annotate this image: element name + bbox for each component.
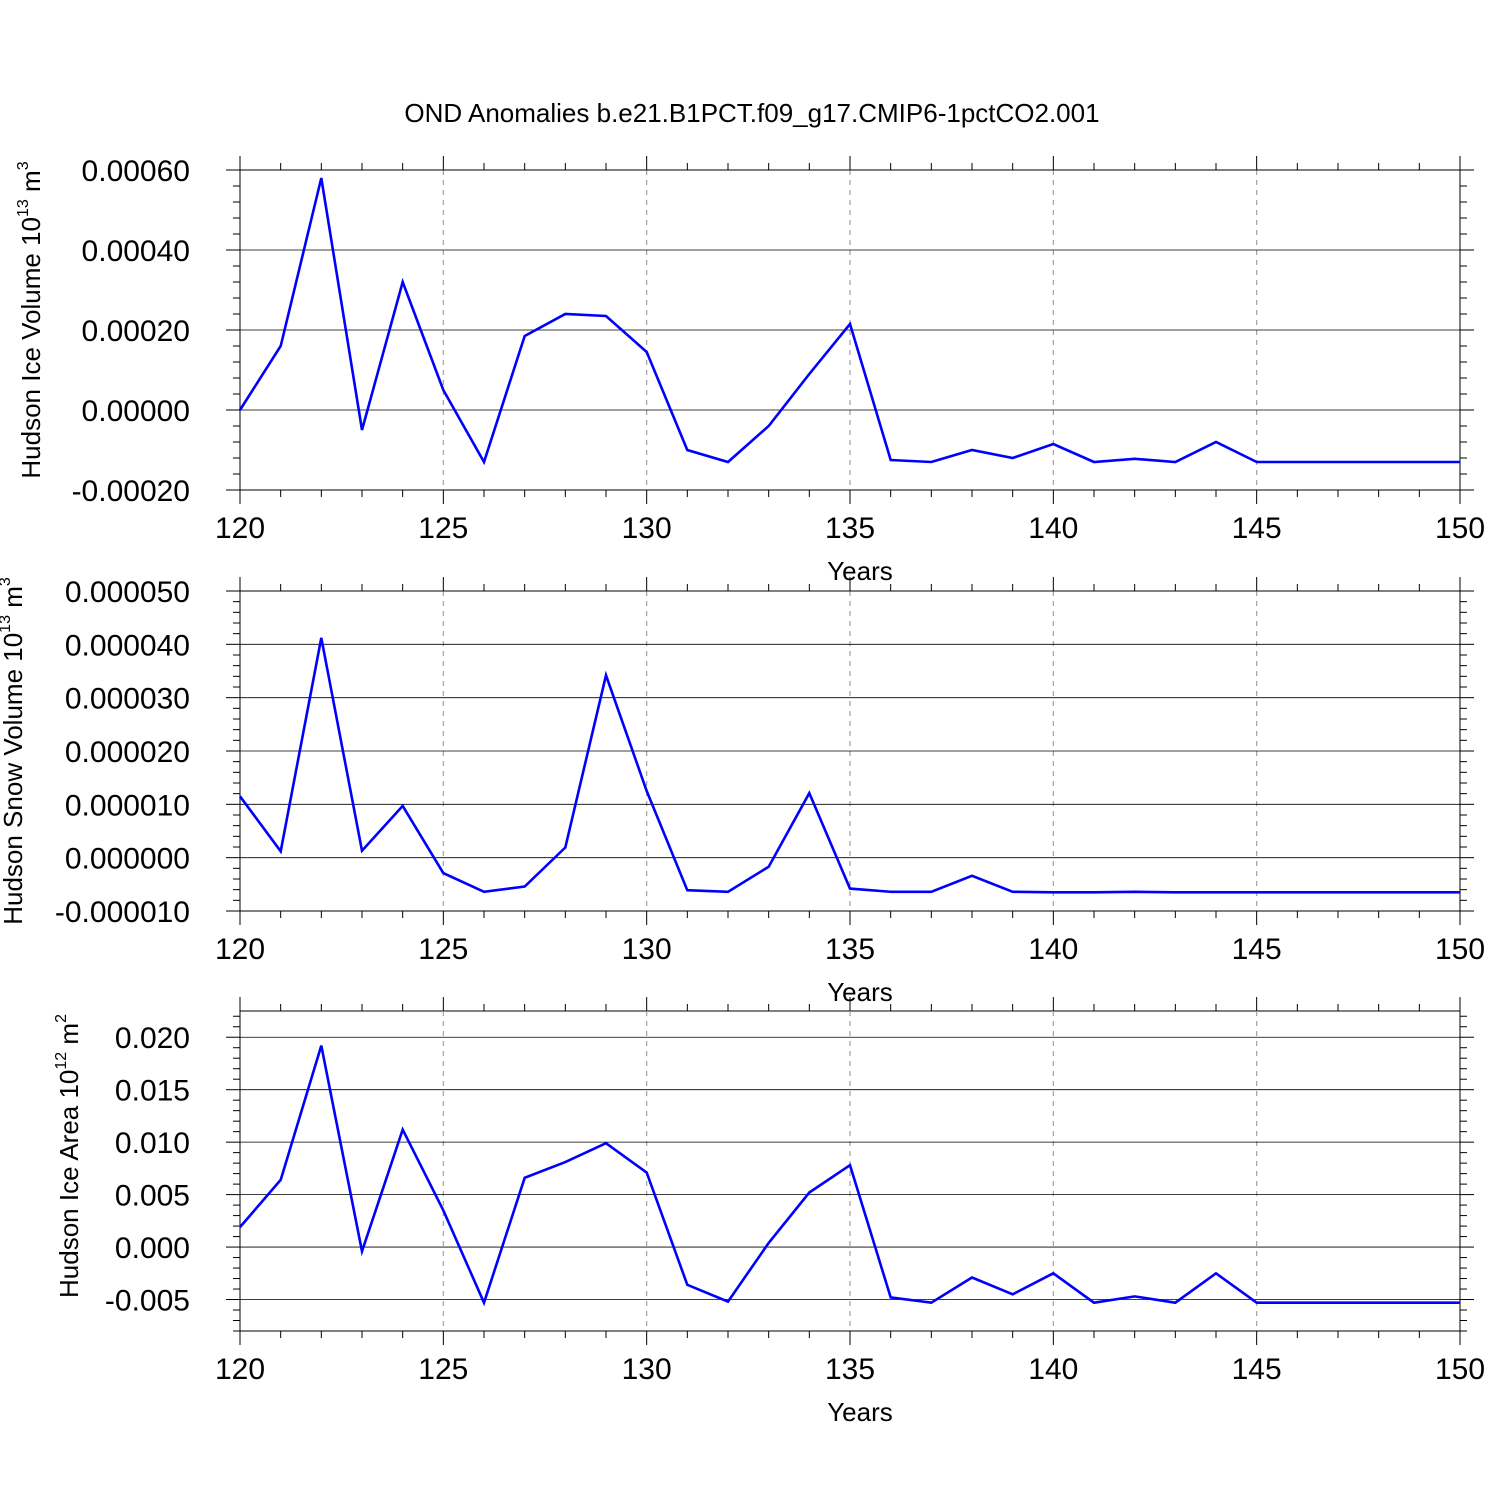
- x-axis-label: Years: [827, 1397, 893, 1427]
- y-axis-label-text: m: [54, 1023, 84, 1052]
- x-tick-label: 125: [418, 933, 468, 966]
- y-tick-label: 0.000020: [65, 736, 190, 769]
- y-tick-label: 0.00020: [82, 315, 190, 348]
- x-axis-label: Years: [827, 977, 893, 1007]
- x-tick-label: 140: [1028, 933, 1078, 966]
- y-tick-label: -0.00020: [72, 475, 190, 508]
- x-tick-label: 120: [215, 512, 265, 545]
- series-line: [238, 637, 1460, 894]
- y-axis-label: Hudson Ice Volume 1013 m3: [15, 161, 46, 478]
- x-tick-label: 150: [1435, 512, 1485, 545]
- y-axis-label: Hudson Snow Volume 1013 m3: [0, 577, 28, 925]
- panel-1: 120 125 130 135 140 145 150 Years -0.00020 0.0000…: [15, 155, 1485, 586]
- panel-3: 120 125 130 135 140 145 150 Years -0.005 0.000 0.0…: [53, 997, 1485, 1427]
- series-line: [239, 1045, 1460, 1307]
- y-axis-label-superscript: 3: [15, 161, 32, 170]
- y-tick-label: 0.00040: [82, 235, 190, 268]
- x-tick-label: 145: [1232, 933, 1282, 966]
- y-tick-label: 0.000000: [65, 843, 190, 876]
- y-tick-label: 0.000030: [65, 683, 190, 716]
- y-axis-label-text: Hudson Snow Volume 10: [0, 633, 28, 925]
- x-tick-label: 135: [825, 512, 875, 545]
- y-axis-label-superscript: 13: [15, 199, 32, 217]
- x-tick-label: 130: [622, 1353, 672, 1386]
- series-line: [238, 177, 1460, 466]
- y-axis-label-text: m: [16, 170, 46, 199]
- y-tick-label: 0.000: [115, 1232, 190, 1265]
- y-tick-label: 0.020: [115, 1022, 190, 1055]
- x-tick-label: 145: [1232, 512, 1282, 545]
- x-tick-label: 135: [825, 933, 875, 966]
- y-axis-label-superscript: 12: [53, 1052, 70, 1070]
- y-tick-label: 0.00060: [82, 155, 190, 188]
- x-tick-label: 120: [215, 1353, 265, 1386]
- x-tick-label: 145: [1232, 1353, 1282, 1386]
- y-axis-label-superscript: 3: [0, 577, 14, 586]
- y-tick-label: 0.000040: [65, 629, 190, 662]
- y-tick-label: 0.000010: [65, 789, 190, 822]
- y-tick-label: 0.015: [115, 1075, 190, 1108]
- y-tick-label: 0.000050: [65, 576, 190, 609]
- y-tick-label: 0.010: [115, 1127, 190, 1160]
- figure-title: OND Anomalies b.e21.B1PCT.f09_g17.CMIP6-…: [404, 98, 1099, 128]
- y-tick-label: 0.00000: [82, 395, 190, 428]
- x-tick-label: 125: [418, 512, 468, 545]
- x-tick-label: 130: [622, 933, 672, 966]
- x-tick-label: 120: [215, 933, 265, 966]
- y-axis-label-text: Hudson Ice Volume 10: [16, 217, 46, 479]
- y-axis-label-superscript: 13: [0, 615, 14, 633]
- y-axis-label-superscript: 2: [53, 1014, 70, 1023]
- y-tick-label: -0.000010: [55, 896, 190, 929]
- y-tick-label: 0.005: [115, 1180, 190, 1213]
- x-tick-label: 135: [825, 1353, 875, 1386]
- x-tick-label: 125: [418, 1353, 468, 1386]
- x-tick-label: 140: [1028, 1353, 1078, 1386]
- y-axis-label-text: Hudson Ice Area 10: [54, 1070, 84, 1298]
- x-tick-label: 150: [1435, 933, 1485, 966]
- x-tick-label: 140: [1028, 512, 1078, 545]
- y-axis-label: Hudson Ice Area 1012 m2: [53, 1014, 84, 1298]
- y-axis-label-text: m: [0, 586, 28, 615]
- x-tick-label: 150: [1435, 1353, 1485, 1386]
- panel-2: 120 125 130 135 140 145 150 Years -0.000010 0.000…: [0, 576, 1485, 1007]
- x-tick-label: 130: [622, 512, 672, 545]
- x-axis-label: Years: [827, 556, 893, 586]
- y-tick-label: -0.005: [105, 1285, 190, 1318]
- panels: 120 125 130 135 140 145 150Years-0.000200.0000…: [0, 155, 1485, 1427]
